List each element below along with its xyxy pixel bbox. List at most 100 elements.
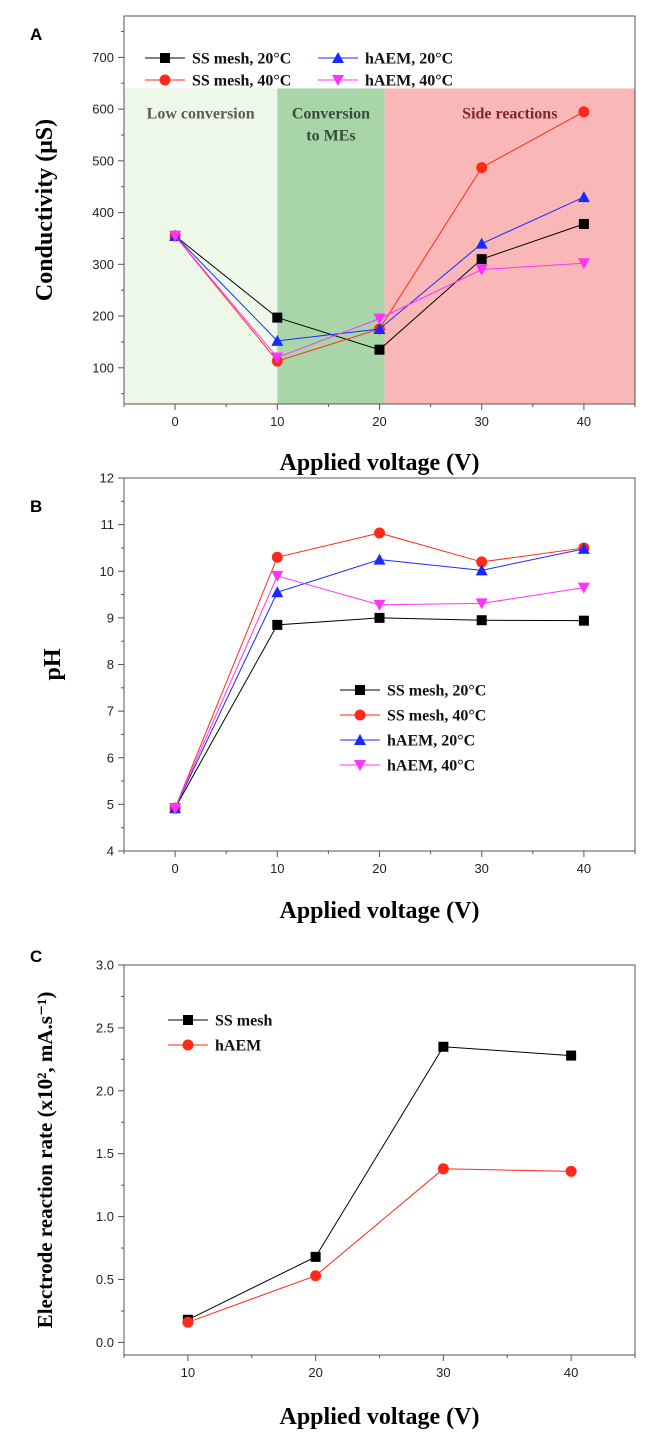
- panel-b-point-haem-40-c-20: [373, 599, 386, 611]
- panel-c-point-haem-40: [565, 1165, 577, 1177]
- panel-b-series-haem-40-c: [169, 570, 590, 815]
- panel-b-point-haem-40-c-40: [577, 582, 590, 594]
- panel-b-ph: B 0 10 20 30 40 4 5 6 7 8 9 10 11 12 Applied voltage (…: [30, 471, 636, 924]
- panel-a-y-tick-label: 700: [92, 50, 114, 65]
- panel-c-legend-label-ss-mesh: SS mesh: [215, 1013, 272, 1030]
- panel-b-point-haem-40-c-10: [271, 570, 284, 582]
- panel-c-x-tick-label: 10: [181, 1365, 195, 1380]
- panel-b-legend-label-ss-mesh-40-c: SS mesh, 40°C: [387, 708, 486, 725]
- panel-a-point-ss-mesh-40-c-40: [578, 106, 590, 118]
- panel-c-x-tick-label: 40: [564, 1365, 578, 1380]
- panel-a-y-axis-title: Conductivity (μS): [32, 119, 58, 301]
- panel-a-region-label-1-line-1: to MEs: [306, 127, 355, 144]
- panel-b-legend-label-ss-mesh-20-c: SS mesh, 20°C: [387, 683, 486, 700]
- panel-c-legend: SS mesh hAEM: [168, 1013, 272, 1055]
- panel-c-line-haem: [187, 1168, 572, 1323]
- panel-a-legend-marker-haem-20-c: [332, 52, 344, 63]
- panel-b-y-tick-label: 8: [107, 657, 114, 672]
- panel-b-legend-marker-ss-mesh-40-c: [354, 709, 366, 721]
- panel-a-point-haem-40-c-20: [373, 313, 386, 325]
- panel-letter-c: C: [30, 947, 42, 966]
- panel-a-x-tick-label: 0: [171, 414, 178, 429]
- panel-a-region-2: [384, 88, 635, 404]
- panel-a-legend-label-ss-mesh-20-c: SS mesh, 20°C: [192, 51, 291, 68]
- panel-a-y-tick-label: 300: [92, 257, 114, 272]
- panel-b-legend-marker-ss-mesh-20-c: [355, 685, 365, 695]
- panel-b-point-ss-mesh-20-c-30: [476, 615, 487, 626]
- panel-a-point-haem-40-c-0: [169, 230, 182, 242]
- panel-a-point-haem-20-c-30: [475, 237, 488, 249]
- panel-b-y-tick-label: 7: [107, 704, 114, 719]
- panel-a-region-0: [124, 88, 278, 404]
- panel-a-conductivity: A Low conversion Conversion to MEs Side rea…: [30, 15, 636, 476]
- panel-b-x-axis-title: Applied voltage (V): [280, 898, 480, 924]
- panel-b-x-tick-label: 20: [372, 861, 386, 876]
- panel-c-plot-frame: [123, 964, 636, 1356]
- panel-a-y-tick-label: 200: [92, 309, 114, 324]
- panel-a-x-tick-label: 20: [372, 414, 386, 429]
- panel-c-point-haem-30: [437, 1163, 449, 1175]
- panel-b-x-tick-label: 40: [577, 861, 591, 876]
- panel-a-legend-marker-ss-mesh-40-c: [159, 74, 171, 86]
- panel-b-legend-marker-haem-20-c: [354, 734, 366, 745]
- panel-b-y-tick-label: 5: [107, 797, 114, 812]
- panel-b-x-tick-label: 30: [474, 861, 488, 876]
- panel-c-legend-marker-ss-mesh: [183, 1015, 193, 1025]
- panel-a-point-haem-40-c-30: [475, 264, 488, 276]
- panel-c-y-tick-label: 2.5: [96, 1020, 114, 1035]
- panel-c-point-haem-20: [310, 1270, 322, 1282]
- panel-c-series-haem: [182, 1163, 577, 1328]
- panel-a-series-haem-20-c: [169, 191, 590, 346]
- panel-letter-a: A: [30, 25, 42, 44]
- panel-a-y-tick-label: 100: [92, 360, 114, 375]
- panel-c-y-tick-label: 1.5: [96, 1146, 114, 1161]
- panel-a-point-haem-20-c-40: [577, 191, 590, 203]
- panel-a-legend-marker-haem-40-c: [332, 75, 344, 86]
- panel-a-series-haem-40-c: [169, 230, 590, 364]
- panel-a-x-tick-label: 40: [577, 414, 591, 429]
- panel-a-point-ss-mesh-40-c-30: [476, 162, 488, 174]
- panel-a-legend-label-haem-20-c: hAEM, 20°C: [365, 51, 453, 68]
- panel-b-x-tick-label: 10: [270, 861, 284, 876]
- panel-b-y-tick-label: 4: [107, 844, 114, 859]
- panel-c-x-tick-label: 30: [436, 1365, 450, 1380]
- panel-c-x-axis-title: Applied voltage (V): [280, 1404, 480, 1430]
- panel-b-point-haem-40-c-0: [169, 803, 182, 815]
- panel-c-y-axis-title: Electrode reaction rate (x10², mA.s⁻¹): [33, 992, 57, 1329]
- panel-a-legend-label-haem-40-c: hAEM, 40°C: [365, 73, 453, 90]
- panel-b-x-tick-label: 0: [171, 861, 178, 876]
- panel-b-point-ss-mesh-20-c-40: [578, 615, 589, 626]
- panel-a-legend-label-ss-mesh-40-c: SS mesh, 40°C: [192, 73, 291, 90]
- panel-a-region-label-2: Side reactions: [462, 105, 557, 122]
- panel-c-point-ss-mesh-30: [438, 1041, 449, 1052]
- panel-a-region-label-1-line-0: Conversion: [292, 105, 370, 122]
- panel-b-y-axis-title: pH: [40, 648, 66, 680]
- panel-b-y-tick-label: 12: [100, 471, 114, 486]
- panel-b-point-ss-mesh-20-c-20: [374, 612, 385, 623]
- panel-c-series-ss-mesh: [182, 1041, 577, 1325]
- panel-a-point-haem-40-c-10: [271, 352, 284, 364]
- panel-b-point-haem-20-c-20: [373, 553, 386, 565]
- panel-a-point-ss-mesh-20-c-20: [374, 344, 385, 355]
- panel-b-point-ss-mesh-40-c-20: [374, 527, 385, 539]
- panel-a-point-ss-mesh-20-c-40: [578, 218, 589, 229]
- panel-a-y-tick-label: 400: [92, 205, 114, 220]
- panel-a-x-tick-label: 10: [270, 414, 284, 429]
- panel-a-y-tick-label: 600: [92, 102, 114, 117]
- panel-a-region-1: [277, 88, 385, 404]
- panel-b-legend: SS mesh, 20°C SS mesh, 40°C hAEM, 20°C hAEM…: [340, 683, 486, 775]
- panel-c-y-tick-label: 2.0: [96, 1083, 114, 1098]
- panel-a-y-tick-label: 500: [92, 153, 114, 168]
- panel-b-legend-marker-haem-40-c: [354, 760, 366, 771]
- panel-c-point-ss-mesh-40: [566, 1050, 577, 1061]
- panel-a-region-label-0: Low conversion: [147, 105, 255, 122]
- panel-a-legend-marker-ss-mesh-20-c: [160, 53, 170, 63]
- panel-c-point-haem-10: [182, 1316, 194, 1328]
- panel-a-point-haem-20-c-10: [271, 334, 284, 346]
- panel-c-y-tick-label: 3.0: [96, 958, 114, 973]
- panel-a-point-ss-mesh-20-c-30: [476, 254, 487, 265]
- panel-c-legend-marker-haem: [182, 1039, 194, 1051]
- panel-b-legend-label-haem-20-c: hAEM, 20°C: [387, 733, 475, 750]
- panel-c-y-tick-label: 0.5: [96, 1272, 114, 1287]
